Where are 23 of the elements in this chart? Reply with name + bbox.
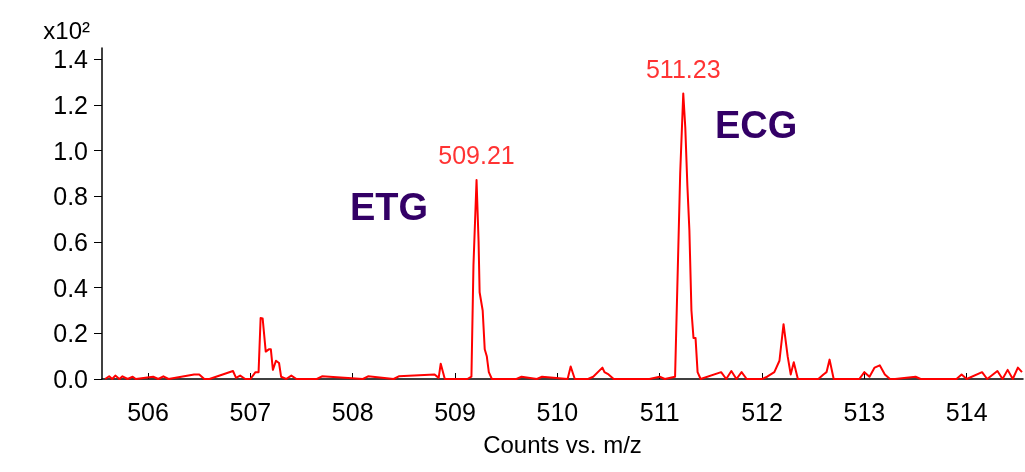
y-tick-label: 0.0 — [53, 365, 88, 393]
x-tick-label: 511 — [639, 397, 680, 426]
annotation: 509.21 — [438, 141, 515, 170]
x-tick-label: 510 — [536, 397, 579, 426]
x-axis-title: Counts vs. m/z — [483, 430, 642, 458]
y-tick-label: 1.0 — [53, 136, 88, 165]
y-tick-label: 1.4 — [53, 45, 89, 74]
y-tick-label: 0.2 — [53, 319, 88, 348]
y-tick-label: 0.8 — [53, 182, 88, 211]
y-tick-label: 0.4 — [53, 273, 89, 302]
y-axis-title: x10² — [43, 16, 91, 44]
x-tick-label: 507 — [229, 397, 272, 426]
x-tick-label: 506 — [127, 397, 169, 426]
x-tick-label: 513 — [843, 397, 886, 426]
annotation: ETG — [350, 186, 429, 228]
y-tick-label: 0.6 — [53, 228, 88, 257]
annotation: ECG — [715, 104, 798, 146]
x-tick-label: 514 — [945, 397, 988, 426]
annotation: 511.23 — [645, 54, 721, 83]
y-tick-label: 1.2 — [53, 91, 88, 120]
x-tick-label: 508 — [331, 397, 374, 426]
x-tick-label: 509 — [434, 397, 476, 426]
x-tick-label: 512 — [741, 397, 783, 426]
